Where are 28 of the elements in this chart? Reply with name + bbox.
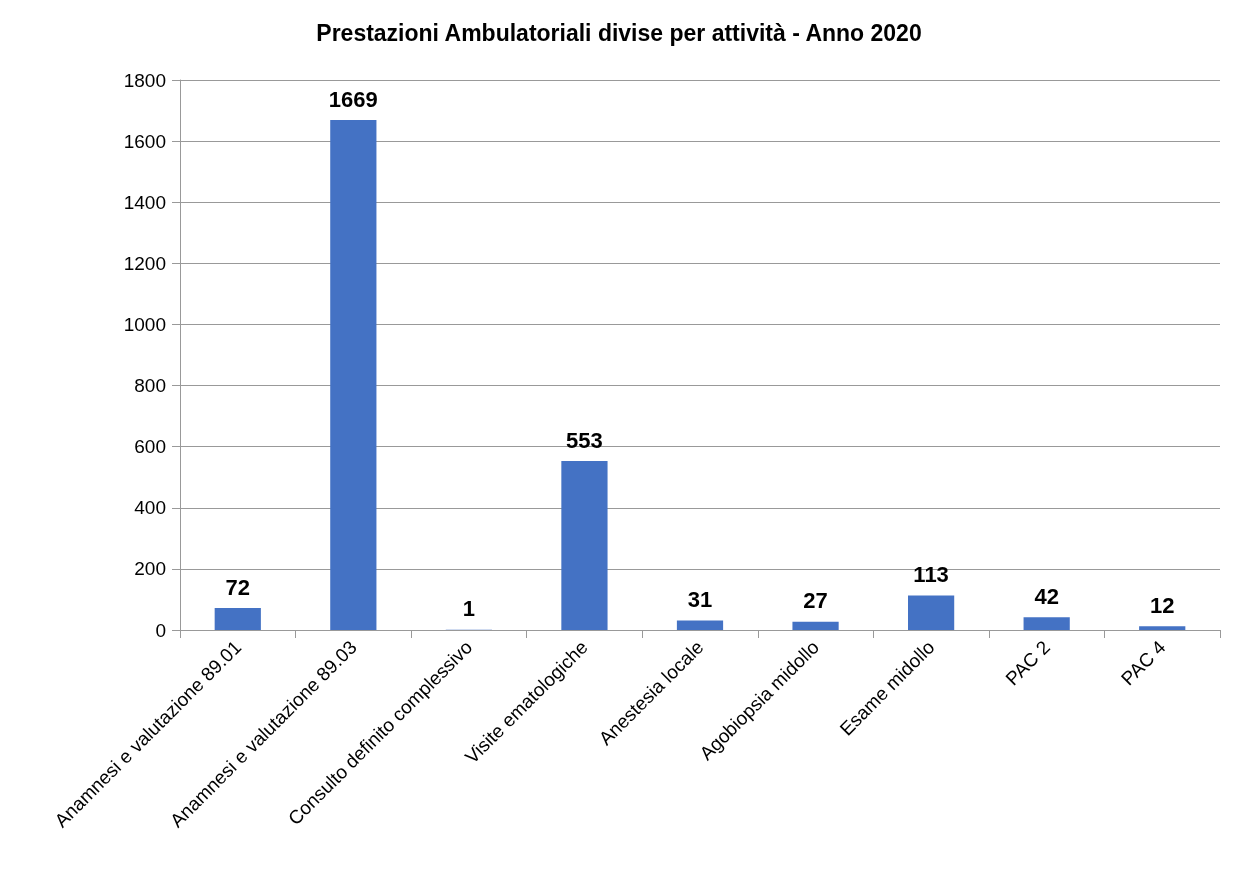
y-tick-label: 1800	[123, 69, 166, 91]
y-tick-label: 400	[134, 497, 166, 519]
bar	[792, 621, 839, 630]
bar	[908, 595, 955, 630]
bar	[1023, 617, 1070, 630]
y-tick-label: 0	[155, 619, 166, 641]
data-label: 31	[687, 587, 713, 613]
y-tick-label: 200	[134, 558, 166, 580]
data-label: 12	[1149, 592, 1175, 618]
bar	[330, 120, 377, 630]
y-tick-label: 800	[134, 375, 166, 397]
data-label: 1669	[328, 86, 378, 112]
bar	[561, 461, 608, 630]
data-label: 27	[803, 588, 828, 614]
data-label: 553	[566, 427, 603, 453]
data-label: 42	[1034, 583, 1059, 609]
bar	[1139, 626, 1186, 630]
data-label: 1	[462, 596, 476, 622]
chart-title: Prestazioni Ambulatoriali divise per attività - Anno 2020	[316, 19, 922, 46]
bar	[214, 608, 261, 630]
bar	[676, 620, 724, 630]
y-tick-label: 1000	[123, 313, 166, 335]
data-label: 113	[913, 561, 949, 587]
y-tick-label: 600	[134, 436, 166, 458]
y-tick-label: 1200	[123, 252, 166, 274]
data-label: 72	[225, 574, 251, 600]
y-tick-label: 1600	[123, 130, 166, 152]
y-tick-label: 1400	[123, 191, 166, 213]
